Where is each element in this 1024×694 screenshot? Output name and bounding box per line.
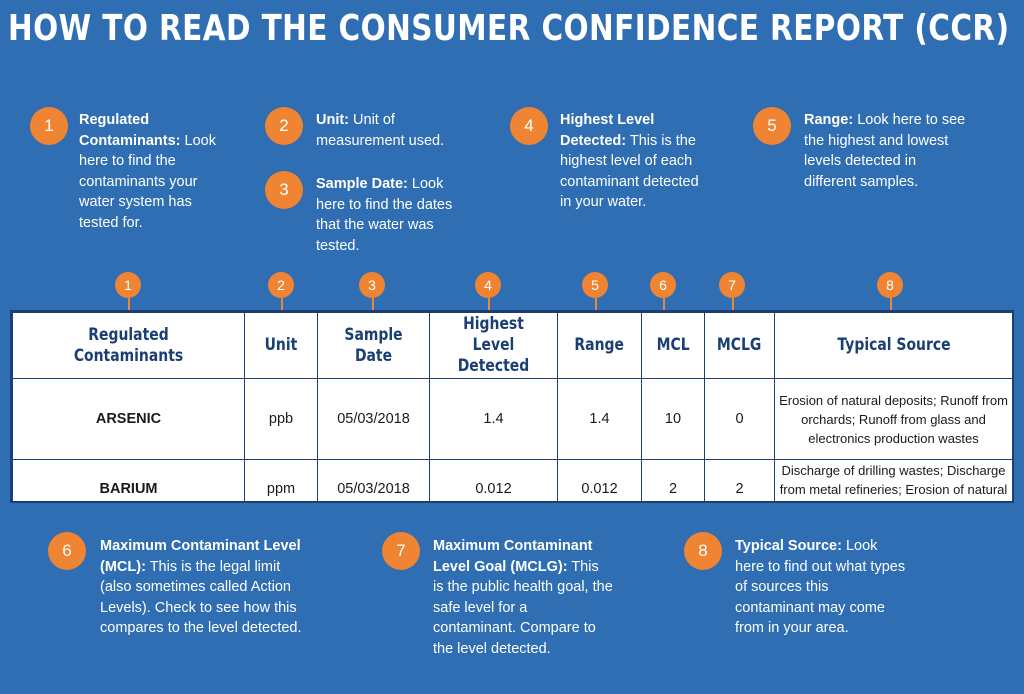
note-5-badge: 5	[753, 107, 791, 145]
column-connector	[488, 298, 490, 312]
column-header: Regulated Contaminants	[12, 312, 245, 379]
cell-highest-level: 0.012	[429, 459, 558, 501]
note-6-body: This is the legal limit (also sometimes …	[100, 558, 302, 637]
cell-mclg: 0	[704, 378, 775, 460]
column-badge-2: 2	[268, 272, 294, 298]
note-mclg: Maximum Contaminant Level Goal (MCLG): T…	[433, 536, 613, 659]
note-1-body: Look here to find the contaminants your …	[79, 132, 216, 231]
note-3-badge: 3	[265, 171, 303, 209]
column-connector	[372, 298, 374, 312]
cell-contaminant: BARIUM	[12, 459, 245, 501]
note-sample-date: Sample Date: Look here to find the dates…	[316, 174, 461, 256]
table-row: BARIUM ppm 05/03/2018 0.012 0.012 2 2 Di…	[12, 459, 1012, 501]
note-4-body: This is the highest level of each contam…	[560, 132, 699, 211]
note-3-body: Look here to find the dates that the wat…	[316, 176, 453, 254]
column-connector	[732, 298, 734, 312]
column-connector	[663, 298, 665, 312]
column-header: Unit	[244, 312, 318, 379]
note-6-head: Maximum Contaminant Level (MCL):	[100, 538, 301, 575]
table-row: ARSENIC ppb 05/03/2018 1.4 1.4 10 0 Eros…	[12, 378, 1012, 460]
cell-mclg: 2	[704, 459, 775, 501]
note-2-body: Unit of measurement used.	[316, 112, 445, 149]
note-1-badge: 1	[30, 107, 68, 145]
note-1-head: Regulated Contaminants:	[79, 112, 181, 149]
column-header: Highest Level Detected	[429, 312, 558, 379]
column-header: Typical Source	[774, 312, 1012, 379]
note-2-badge: 2	[265, 107, 303, 145]
note-6-badge: 6	[48, 532, 86, 570]
note-range: Range: Look here to see the highest and …	[804, 110, 969, 192]
note-typical-source: Typical Source: Look here to find out wh…	[735, 536, 910, 639]
cell-mcl: 10	[641, 378, 705, 460]
note-5-head: Range:	[804, 112, 854, 128]
table-header-row: Regulated Contaminants Unit Sample Date …	[12, 312, 1012, 379]
column-badge-7: 7	[719, 272, 745, 298]
note-7-body: This is the public health goal, the safe…	[433, 558, 613, 657]
cell-sample-date: 05/03/2018	[317, 378, 430, 460]
note-8-head: Typical Source:	[735, 538, 842, 554]
cell-unit: ppb	[244, 378, 318, 460]
page-title: HOW TO READ THE CONSUMER CONFIDENCE REPO…	[8, 8, 1010, 49]
column-badge-3: 3	[359, 272, 385, 298]
note-8-badge: 8	[684, 532, 722, 570]
column-badge-6: 6	[650, 272, 676, 298]
column-connector	[595, 298, 597, 312]
header-regulated-contaminants: Regulated Contaminants	[73, 324, 184, 366]
note-4-head: Highest Level Detected:	[560, 112, 655, 149]
note-7-badge: 7	[382, 532, 420, 570]
header-unit: Unit	[264, 335, 298, 355]
cell-unit: ppm	[244, 459, 318, 501]
header-mcl: MCL	[656, 335, 690, 355]
column-badge-1: 1	[115, 272, 141, 298]
column-header: MCL	[641, 312, 705, 379]
note-3-head: Sample Date:	[316, 176, 408, 192]
cell-range: 1.4	[557, 378, 642, 460]
cell-contaminant: ARSENIC	[12, 378, 245, 460]
cell-typical-source: Discharge of drilling wastes; Discharge …	[774, 459, 1012, 501]
note-5-body: Look here to see the highest and lowest …	[804, 112, 966, 190]
note-unit: Unit: Unit of measurement used.	[316, 110, 476, 151]
cell-highest-level: 1.4	[429, 378, 558, 460]
note-8-body: Look here to find out what types of sour…	[735, 538, 906, 636]
column-header: Range	[557, 312, 642, 379]
note-2-head: Unit:	[316, 112, 350, 128]
cell-range: 0.012	[557, 459, 642, 501]
cell-sample-date: 05/03/2018	[317, 459, 430, 501]
column-badge-5: 5	[582, 272, 608, 298]
column-connector	[890, 298, 892, 312]
header-mclg: MCLG	[717, 335, 762, 355]
header-range: Range	[574, 335, 625, 355]
note-regulated-contaminants: Regulated Contaminants: Look here to fin…	[79, 110, 219, 233]
note-7-head: Maximum Contaminant Level Goal (MCLG):	[433, 538, 593, 575]
column-header: MCLG	[704, 312, 775, 379]
ccr-table: Regulated Contaminants Unit Sample Date …	[10, 310, 1014, 503]
column-badge-8: 8	[877, 272, 903, 298]
header-sample-date: Sample Date	[344, 324, 403, 366]
note-4-badge: 4	[510, 107, 548, 145]
column-connector	[128, 298, 130, 312]
column-badge-4: 4	[475, 272, 501, 298]
header-typical-source: Typical Source	[836, 335, 951, 355]
note-mcl: Maximum Contaminant Level (MCL): This is…	[100, 536, 305, 639]
cell-mcl: 2	[641, 459, 705, 501]
header-highest-level: Highest Level Detected	[457, 314, 530, 376]
column-header: Sample Date	[317, 312, 430, 379]
cell-typical-source: Erosion of natural deposits; Runoff from…	[774, 378, 1012, 460]
column-connector	[281, 298, 283, 312]
note-highest-level: Highest Level Detected: This is the high…	[560, 110, 705, 213]
